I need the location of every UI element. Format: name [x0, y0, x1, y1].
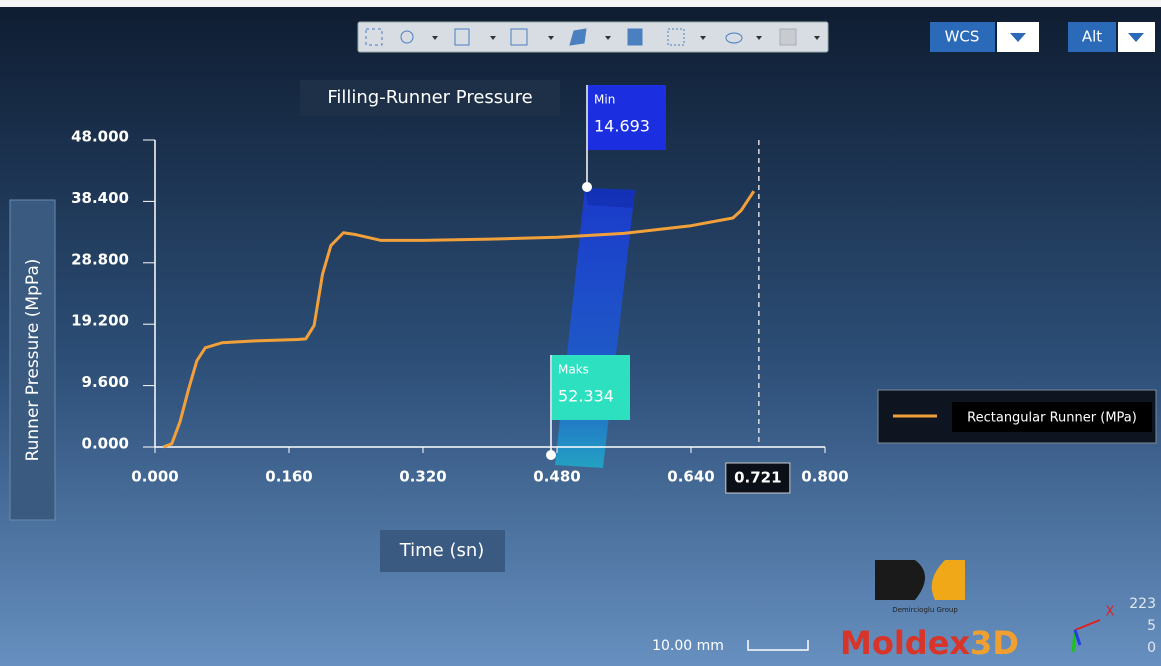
view-dropdown[interactable]: Alt [1068, 22, 1155, 52]
y-tick-label: 9.600 [82, 373, 129, 391]
top-strip [0, 0, 1161, 7]
y-tick-label: 0.000 [82, 435, 129, 453]
cursor-label: 0.721 [734, 469, 781, 487]
triad-number: 0 [1147, 640, 1156, 656]
y-tick-label: 28.800 [71, 250, 129, 268]
x-axis-label: Time (sn) [399, 540, 485, 561]
wcs-label: WCS [945, 28, 980, 46]
wcs-dropdown[interactable]: WCS [930, 22, 1039, 52]
y-tick-label: 19.200 [71, 312, 129, 330]
y-tick-label: 48.000 [71, 128, 129, 146]
toolbar [358, 22, 828, 52]
callout-title: Min [594, 93, 615, 107]
callout-value: 52.334 [558, 387, 614, 406]
chart-title: Filling-Runner Pressure [327, 87, 532, 108]
scale-bar-label: 10.00 mm [652, 638, 724, 654]
logo-group: Demircioglu Group [892, 606, 958, 614]
logo-mark-d [875, 560, 925, 600]
logo-brand: Moldex3D [840, 624, 1019, 662]
callout-value: 14.693 [594, 117, 650, 136]
y-tick-label: 38.400 [71, 189, 129, 207]
logo-brand-suffix: 3D [970, 624, 1019, 662]
logo-brand-main: Moldex [840, 624, 970, 662]
x-tick-label: 0.800 [801, 468, 848, 486]
app-view: WCS Alt Filling-Runner Pressure Runner P… [0, 0, 1161, 666]
triad-number: 5 [1147, 618, 1156, 634]
x-tick-label: 0.000 [131, 468, 178, 486]
y-axis-label: Runner Pressure (MpPa) [23, 259, 43, 462]
triad-number: 223 [1129, 596, 1156, 612]
model-bar-top [585, 188, 635, 208]
callout-dot [546, 450, 556, 460]
x-tick-label: 0.320 [399, 468, 446, 486]
legend-label: Rectangular Runner (MPa) [967, 411, 1137, 426]
x-tick-label: 0.640 [667, 468, 714, 486]
callout-dot [582, 182, 592, 192]
page-icon[interactable] [628, 29, 642, 45]
triad-x-label: X [1106, 605, 1115, 620]
view-label: Alt [1082, 28, 1102, 46]
x-tick-label: 0.160 [265, 468, 312, 486]
callout-title: Maks [558, 363, 589, 377]
layer-icon[interactable] [780, 29, 796, 45]
x-tick-label: 0.480 [533, 468, 580, 486]
